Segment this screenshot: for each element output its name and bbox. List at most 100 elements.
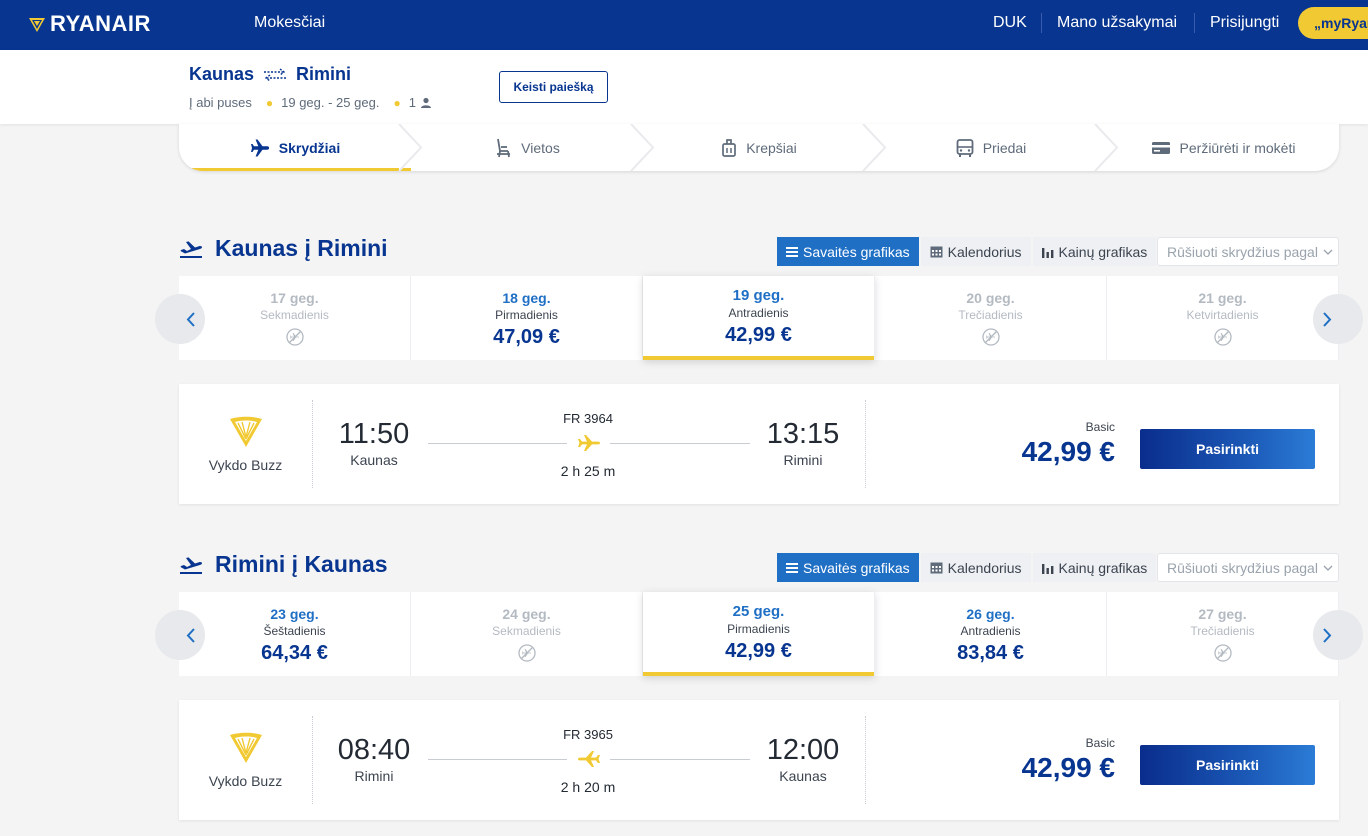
- nav-fees[interactable]: Mokesčiai: [254, 14, 326, 31]
- section-title: Kaunas į Rimini: [215, 235, 388, 261]
- day-price: 42,99 €: [725, 640, 792, 662]
- step-label: Priedai: [982, 139, 1027, 156]
- separator-dot: ●: [265, 95, 274, 110]
- chevron-left-icon: [186, 311, 195, 327]
- date-option: 20 geg. Trečiadienis: [875, 276, 1107, 360]
- step-label: Krepšiai: [746, 139, 797, 156]
- nav-my-bookings[interactable]: Mano užsakymai: [1057, 14, 1178, 31]
- booking-steps: Skrydžiai Vietos Krepšiai Priedai Peržiū…: [179, 124, 1339, 171]
- view-toggle: Savaitės grafikas Kalendorius Kainų graf…: [777, 237, 1157, 266]
- harp-icon: [229, 416, 262, 447]
- no-flight-icon: [285, 328, 304, 346]
- card-icon: [1151, 140, 1171, 156]
- date-option-selected[interactable]: 19 geg. Antradienis 42,99 €: [643, 276, 875, 360]
- departure-block: 08:40 Rimini: [314, 734, 434, 784]
- calendar-view-label: Kalendorius: [947, 243, 1022, 260]
- price-chart-view-label: Kainų grafikas: [1058, 559, 1148, 576]
- step-bags[interactable]: Krepšiai: [643, 124, 887, 171]
- day-weekday: Pirmadienis: [727, 622, 790, 636]
- bag-icon: [721, 138, 737, 158]
- weekly-view-label: Savaitės grafikas: [803, 243, 910, 260]
- step-flights[interactable]: Skrydžiai: [179, 124, 423, 171]
- change-search-button[interactable]: Keisti paiešką: [499, 71, 608, 103]
- divider: [312, 400, 313, 488]
- outbound-flight-card[interactable]: Vykdo Buzz 11:50 Kaunas FR 3964 2 h 25 m…: [179, 384, 1339, 504]
- step-chevron: [862, 124, 887, 171]
- day-weekday: Šeštadienis: [263, 624, 326, 638]
- date-option[interactable]: 23 geg. Šeštadienis 64,34 €: [179, 592, 411, 676]
- step-chevron: [1094, 124, 1119, 171]
- step-seats[interactable]: Vietos: [411, 124, 655, 171]
- myryanair-button[interactable]: „myRyanair: [1298, 7, 1368, 39]
- ryanair-logo[interactable]: RYANAIR: [28, 11, 151, 37]
- step-review-pay[interactable]: Peržiūrėti ir mokėti: [1107, 124, 1339, 171]
- next-dates-button[interactable]: [1313, 610, 1363, 660]
- calendar-icon: [930, 246, 943, 258]
- operator-label: Vykdo Buzz: [208, 773, 283, 789]
- person-icon: [420, 97, 431, 108]
- prev-dates-button[interactable]: [155, 294, 205, 344]
- calendar-view-button[interactable]: Kalendorius: [920, 553, 1031, 582]
- sort-select[interactable]: Rūšiuoti skrydžius pagal: [1157, 237, 1339, 266]
- trip-dates: 19 geg. - 25 geg.: [281, 95, 380, 110]
- seat-icon: [494, 138, 512, 158]
- day-weekday: Ketvirtadienis: [1186, 308, 1259, 322]
- calendar-view-button[interactable]: Kalendorius: [920, 237, 1031, 266]
- day-weekday: Sekmadienis: [492, 624, 561, 638]
- origin-city: Kaunas: [189, 64, 255, 84]
- round-trip-icon: [264, 67, 287, 82]
- bar-chart-icon: [1041, 247, 1053, 258]
- select-flight-button[interactable]: Pasirinkti: [1140, 429, 1315, 469]
- divider: [312, 716, 313, 804]
- prev-dates-button[interactable]: [155, 610, 205, 660]
- chevron-left-icon: [186, 627, 195, 643]
- route-title: Kaunas Rimini: [189, 64, 351, 85]
- price-chart-view-button[interactable]: Kainų grafikas: [1032, 237, 1157, 266]
- arrival-block: 13:15 Rimini: [743, 418, 863, 468]
- weekly-view-label: Savaitės grafikas: [803, 559, 910, 576]
- calendar-icon: [930, 562, 943, 574]
- nav-divider: [1041, 13, 1042, 33]
- operator-label: Vykdo Buzz: [208, 457, 283, 473]
- date-option: 21 geg. Ketvirtadienis: [1107, 276, 1339, 360]
- inbound-flight-card[interactable]: Vykdo Buzz 08:40 Rimini FR 3965 2 h 20 m…: [179, 700, 1339, 820]
- arrival-city: Rimini: [783, 452, 823, 468]
- weekly-view-button[interactable]: Savaitės grafikas: [777, 553, 919, 582]
- date-option[interactable]: 18 geg. Pirmadienis 47,09 €: [411, 276, 643, 360]
- day-price: 42,99 €: [725, 324, 792, 346]
- sort-select[interactable]: Rūšiuoti skrydžius pagal: [1157, 553, 1339, 582]
- no-flight-icon: [981, 328, 1000, 346]
- step-label: Vietos: [521, 139, 560, 156]
- date-option: 17 geg. Sekmadienis: [179, 276, 411, 360]
- weekly-view-button[interactable]: Savaitės grafikas: [777, 237, 919, 266]
- trip-meta: Į abi puses ● 19 geg. - 25 geg. ● 1: [189, 95, 432, 110]
- date-option[interactable]: 26 geg. Antradienis 83,84 €: [875, 592, 1107, 676]
- outbound-title: Kaunas į Rimini: [179, 235, 388, 262]
- flight-price: 42,99 €: [1021, 436, 1115, 467]
- next-dates-button[interactable]: [1313, 294, 1363, 344]
- day-date: 25 geg.: [732, 603, 785, 620]
- arrival-block: 12:00 Kaunas: [743, 734, 863, 784]
- step-chevron: [630, 124, 655, 171]
- step-label: Peržiūrėti ir mokėti: [1179, 139, 1296, 156]
- date-option-selected[interactable]: 25 geg. Pirmadienis 42,99 €: [643, 592, 875, 676]
- price-chart-view-label: Kainų grafikas: [1058, 243, 1148, 260]
- price-chart-view-button[interactable]: Kainų grafikas: [1032, 553, 1157, 582]
- divider: [865, 400, 866, 488]
- top-nav: RYANAIR Mokesčiai DUK Mano užsakymai Pri…: [0, 0, 1368, 50]
- flight-duration: 2 h 25 m: [560, 463, 616, 479]
- day-date: 24 geg.: [502, 606, 551, 622]
- day-date: 26 geg.: [966, 606, 1015, 622]
- day-weekday: Antradienis: [960, 624, 1021, 638]
- date-option: 27 geg. Trečiadienis: [1107, 592, 1339, 676]
- nav-faq[interactable]: DUK: [993, 14, 1027, 31]
- arrival-time: 13:15: [766, 418, 840, 450]
- nav-login[interactable]: Prisijungti: [1210, 14, 1280, 31]
- step-extras[interactable]: Priedai: [875, 124, 1119, 171]
- chevron-down-icon: [1323, 565, 1333, 571]
- select-flight-button[interactable]: Pasirinkti: [1140, 745, 1315, 785]
- harp-icon: [229, 732, 262, 763]
- trip-type: Į abi puses: [189, 95, 252, 110]
- step-label: Skrydžiai: [278, 139, 341, 156]
- chevron-right-icon: [1323, 627, 1332, 643]
